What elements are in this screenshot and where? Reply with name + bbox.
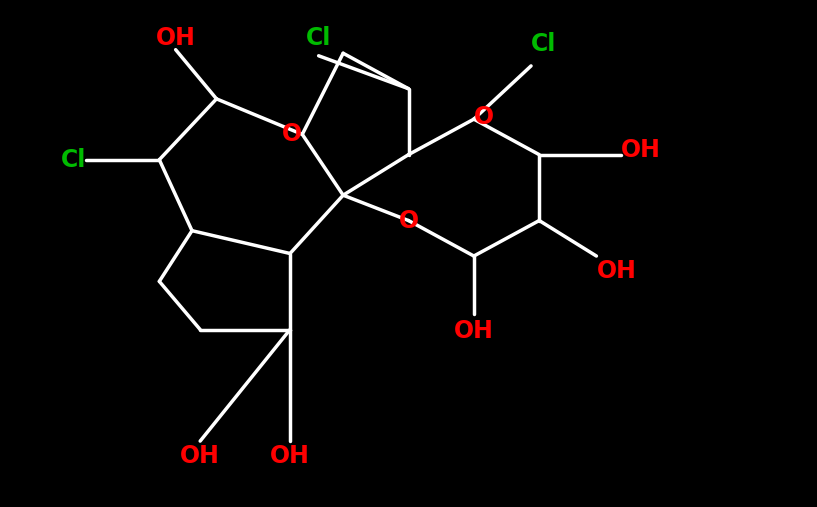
Text: OH: OH bbox=[270, 444, 310, 467]
Text: Cl: Cl bbox=[306, 26, 332, 50]
Text: OH: OH bbox=[621, 137, 661, 162]
Text: OH: OH bbox=[181, 444, 220, 467]
Text: OH: OH bbox=[596, 259, 636, 282]
Text: OH: OH bbox=[454, 319, 493, 343]
Text: Cl: Cl bbox=[60, 148, 86, 172]
Text: O: O bbox=[282, 122, 302, 147]
Text: OH: OH bbox=[156, 26, 195, 50]
Text: Cl: Cl bbox=[531, 32, 556, 56]
Text: O: O bbox=[474, 104, 494, 129]
Text: O: O bbox=[399, 208, 418, 233]
